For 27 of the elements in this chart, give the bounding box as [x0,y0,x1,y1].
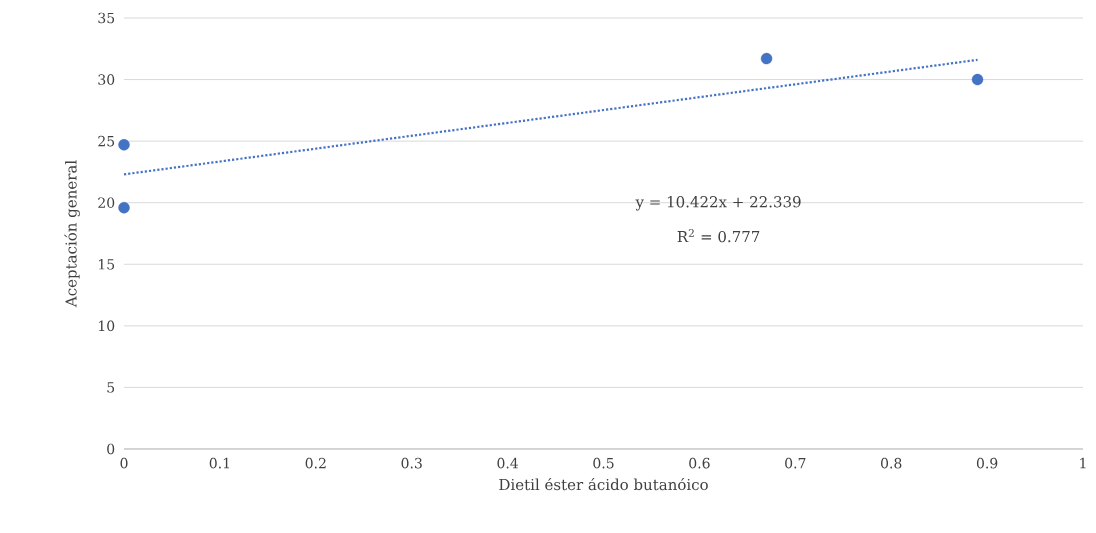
x-tick-label: 0.7 [785,457,806,469]
annotation: y = 10.422x + 22.339 [635,196,801,211]
point [118,139,130,151]
y-tick-label: 30 [98,74,115,85]
x-tick-label: 0.3 [401,457,422,469]
point [971,73,984,86]
y-tick-label: 5 [107,382,115,393]
x-tick-label: 0.9 [976,457,998,469]
y-tick-label: 20 [98,197,115,208]
x-tick-label: 0.8 [881,457,902,469]
x-tick-label: 0 [120,457,128,469]
x-tick-label: 0.4 [497,457,519,469]
y-tick-label: 25 [98,135,115,147]
x-tick-label: 1 [1080,457,1086,469]
y-tick-label: 0 [107,443,115,455]
x-tick-label: 0.2 [305,457,326,469]
point [760,52,773,65]
y-tick-label: 35 [98,12,115,24]
y-tick-label: 15 [99,258,115,270]
annotation: R$^{2}$ = 0.777 [677,229,760,243]
x-axis-title: Dietil éster ácido butanóico [499,477,708,491]
x-tick-label: 0.6 [689,457,710,469]
x-tick-label: 0.5 [593,457,614,469]
point [118,201,130,214]
y-axis-title: Aceptación general [64,160,80,308]
y-tick-label: 10 [99,320,115,332]
x-tick-label: 0.1 [209,457,230,469]
